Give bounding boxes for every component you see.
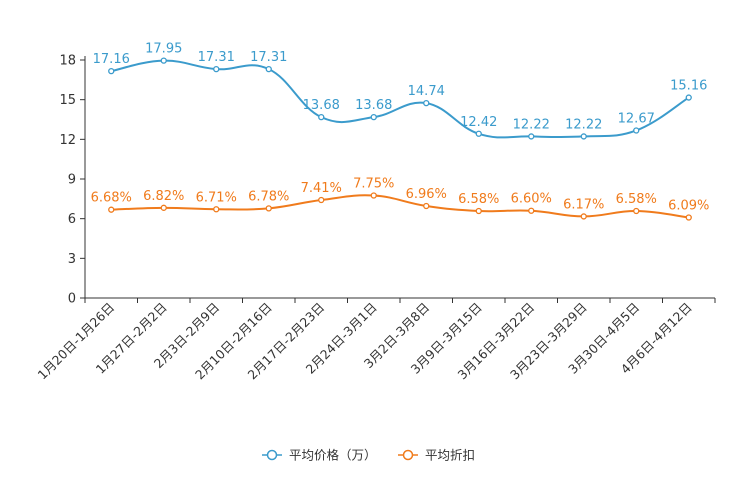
discount-data-label: 6.60%: [511, 192, 552, 207]
discount-data-label: 6.17%: [563, 197, 604, 212]
legend[interactable]: 平均价格（万） 平均折扣: [262, 448, 475, 463]
discount-point[interactable]: [160, 204, 167, 211]
discount-data-label: 6.68%: [91, 191, 132, 206]
y-tick-label: 18: [59, 54, 76, 69]
discount-point[interactable]: [318, 196, 325, 204]
y-tick-label: 9: [68, 173, 76, 188]
discount-data-label: 6.58%: [458, 192, 499, 207]
discount-point[interactable]: [685, 214, 692, 221]
y-tick-label: 3: [68, 252, 76, 267]
price-point[interactable]: [108, 67, 115, 75]
legend-item-discount[interactable]: 平均折扣: [398, 448, 475, 463]
price-data-label: 12.22: [565, 117, 602, 132]
discount-point[interactable]: [423, 202, 430, 210]
price-point[interactable]: [685, 94, 692, 101]
y-axis-ticks: 0 3 6 9 12 15 18: [59, 54, 85, 307]
price-point[interactable]: [213, 65, 220, 73]
price-data-label: 12.42: [460, 115, 497, 130]
price-data-label: 13.68: [355, 98, 392, 113]
discount-data-label: 6.58%: [616, 192, 657, 207]
discount-point[interactable]: [580, 213, 587, 220]
discount-data-label: 6.78%: [248, 189, 289, 204]
legend-price-label: 平均价格（万）: [289, 448, 377, 463]
price-data-label: 14.74: [408, 84, 445, 99]
discount-data-label: 6.96%: [406, 187, 447, 202]
price-data-label: 17.95: [145, 42, 182, 57]
discount-point[interactable]: [528, 207, 535, 214]
discount-data-label: 7.75%: [353, 177, 394, 192]
legend-discount-label: 平均折扣: [425, 448, 475, 463]
price-data-label: 12.22: [513, 117, 550, 132]
discount-data-label: 6.71%: [196, 190, 237, 205]
discount-point[interactable]: [633, 207, 640, 215]
legend-item-price[interactable]: 平均价格（万）: [262, 448, 377, 463]
y-tick-label: 6: [68, 212, 76, 227]
price-data-label: 15.16: [670, 79, 707, 94]
axes: [84, 56, 715, 299]
price-point[interactable]: [160, 57, 167, 64]
price-data-label: 13.68: [303, 98, 340, 113]
y-tick-label: 15: [59, 93, 76, 108]
price-point[interactable]: [318, 113, 325, 121]
price-point[interactable]: [580, 133, 587, 140]
price-point[interactable]: [528, 133, 535, 140]
price-point[interactable]: [265, 65, 272, 73]
data-labels: 17.16 17.95 17.31 17.31 13.68 13.68 14.74 12.42…: [91, 42, 710, 214]
legend-discount-marker: [402, 449, 414, 461]
discount-series-line: [111, 194, 689, 219]
discount-point[interactable]: [370, 192, 377, 199]
y-tick-label: 0: [68, 292, 76, 307]
price-data-label: 17.31: [250, 50, 287, 65]
price-point[interactable]: [423, 99, 430, 107]
y-tick-label: 12: [59, 133, 76, 148]
discount-point[interactable]: [265, 205, 272, 212]
x-axis-ticks: 1月20日-1月26日1月27日-2月2日2月3日-2月9日2月10日-2月16…: [34, 298, 716, 382]
price-data-label: 17.31: [198, 50, 235, 65]
discount-data-label: 6.82%: [143, 189, 184, 204]
legend-price-marker: [266, 449, 278, 461]
series-lines: [108, 57, 692, 221]
price-point[interactable]: [633, 127, 640, 134]
discount-data-label: 7.41%: [301, 181, 342, 196]
price-data-label: 12.67: [618, 111, 655, 126]
discount-point[interactable]: [108, 206, 115, 213]
discount-point[interactable]: [213, 206, 220, 213]
price-data-label: 17.16: [93, 52, 130, 67]
discount-point[interactable]: [475, 207, 482, 215]
discount-data-label: 6.09%: [668, 198, 709, 213]
price-point[interactable]: [370, 113, 377, 121]
price-point[interactable]: [475, 130, 482, 137]
